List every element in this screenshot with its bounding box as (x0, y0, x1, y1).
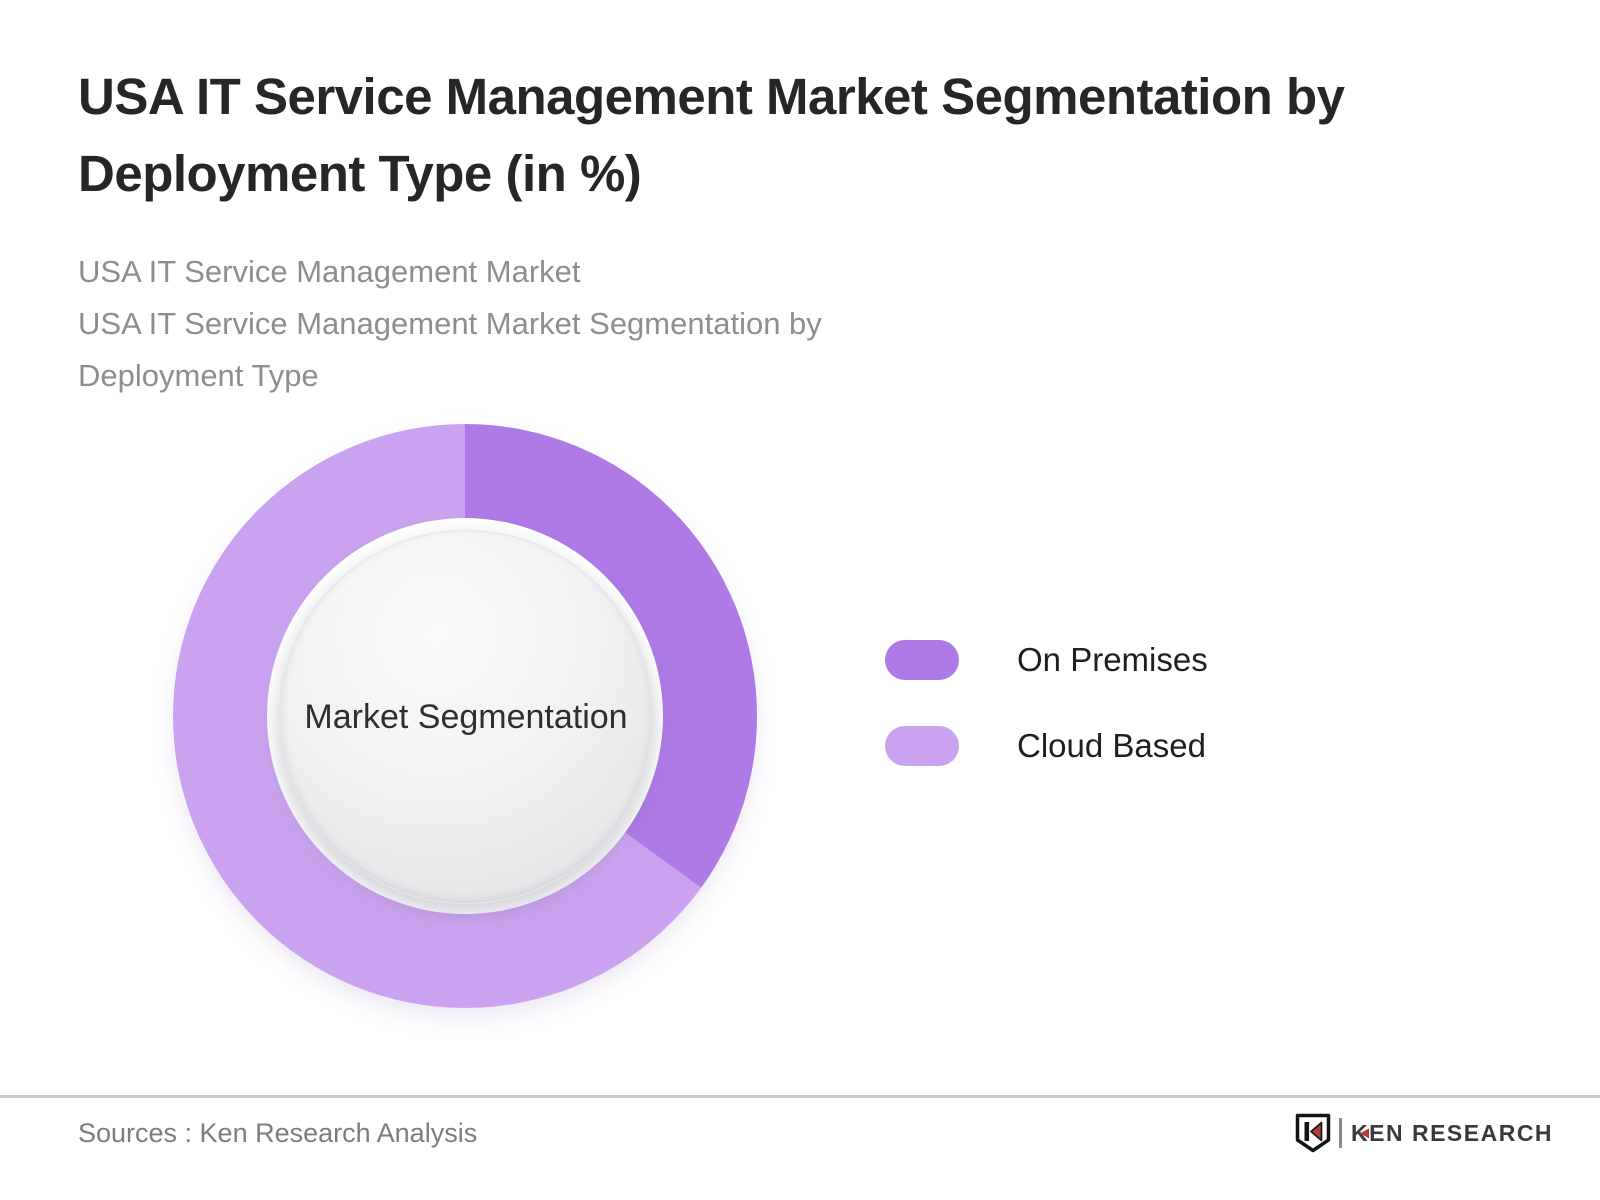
sources-note: Sources : Ken Research Analysis (78, 1118, 478, 1148)
page-title-line-1: USA IT Service Management Market Segment… (78, 68, 1345, 125)
legend-label: Cloud Based (1017, 727, 1206, 764)
donut-center-label: Market Segmentation (304, 697, 628, 736)
ken-research-logo: KEN RESEARCH (1294, 1112, 1553, 1154)
chart-subtitle-line-2: USA IT Service Management Market Segment… (78, 306, 822, 341)
ken-shield-icon (1294, 1113, 1332, 1153)
legend-label: On Premises (1017, 641, 1208, 678)
donut-center-circle: Market Segmentation (279, 530, 653, 904)
page-title: USA IT Service Management Market Segment… (78, 58, 1345, 212)
footer-divider (0, 1095, 1600, 1098)
chart-subtitle-line-1: USA IT Service Management Market (78, 254, 581, 289)
legend-row: Cloud Based (885, 726, 1208, 766)
legend-row: On Premises (885, 640, 1208, 680)
legend-swatch (885, 640, 959, 680)
brand-wordmark-k: K (1351, 1119, 1370, 1146)
brand-divider-bar (1339, 1118, 1342, 1148)
chart-subtitle: USA IT Service Management Market USA IT … (78, 246, 822, 402)
brand-wordmark-rest: EN RESEARCH (1369, 1119, 1554, 1146)
chart-subtitle-line-3: Deployment Type (78, 358, 319, 393)
page-title-line-2: Deployment Type (in %) (78, 145, 642, 202)
chart-legend: On Premises Cloud Based (885, 640, 1208, 766)
donut-chart: Market Segmentation (173, 424, 757, 1008)
brand-wordmark: KEN RESEARCH (1351, 1120, 1553, 1147)
legend-swatch (885, 726, 959, 766)
